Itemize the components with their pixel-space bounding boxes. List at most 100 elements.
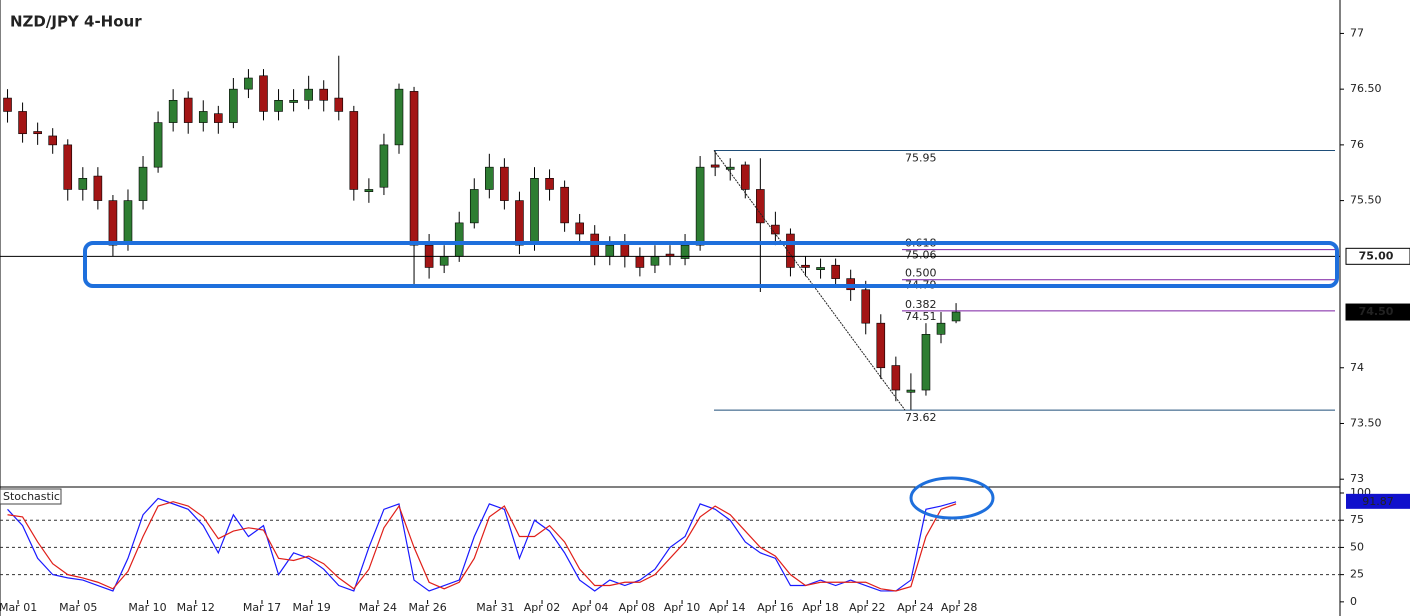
candle-body bbox=[63, 144, 73, 190]
candle-body bbox=[153, 122, 163, 168]
x-tick-label: Mar 24 bbox=[359, 601, 397, 614]
candle-body bbox=[469, 189, 479, 224]
candle-body bbox=[304, 88, 313, 101]
indicator-label: Stochastic bbox=[3, 490, 60, 503]
candle-body bbox=[500, 166, 509, 201]
indicator-label-box bbox=[0, 488, 62, 505]
y-tick-label: 76 bbox=[1350, 138, 1364, 151]
x-tick-label: Mar 19 bbox=[293, 601, 331, 614]
x-tick-label: Apr 16 bbox=[757, 601, 794, 614]
x-tick-label: Apr 24 bbox=[897, 601, 934, 614]
candle-body bbox=[590, 233, 600, 257]
price-marker-box bbox=[1345, 247, 1410, 265]
candle-body bbox=[244, 77, 253, 90]
candle-body bbox=[605, 244, 615, 257]
candle-body bbox=[379, 144, 389, 188]
y-tick-label: 73.50 bbox=[1350, 416, 1382, 429]
candle-body bbox=[454, 222, 464, 257]
candle-body bbox=[771, 224, 780, 235]
x-tick-label: Apr 18 bbox=[802, 601, 839, 614]
x-tick-label: Apr 08 bbox=[619, 601, 656, 614]
candle-body bbox=[18, 111, 27, 135]
candle-body bbox=[168, 99, 178, 123]
price-marker-box bbox=[1345, 303, 1410, 321]
last-value-label: 91.87 bbox=[1362, 495, 1394, 508]
candle-body bbox=[123, 200, 133, 244]
candle-body bbox=[680, 244, 690, 259]
candle-body bbox=[78, 178, 88, 190]
y-tick-label: 73 bbox=[1350, 472, 1364, 485]
x-tick-label: Apr 02 bbox=[524, 601, 561, 614]
candle-body bbox=[364, 189, 374, 192]
candle-body bbox=[936, 322, 946, 335]
chart-title: NZD/JPY 4-Hour bbox=[10, 13, 142, 31]
y-tick-label: 74 bbox=[1350, 361, 1364, 374]
candle-body bbox=[214, 113, 223, 123]
x-tick-label: Apr 14 bbox=[709, 601, 746, 614]
y-tick-label: 77 bbox=[1350, 26, 1364, 39]
candle-body bbox=[259, 75, 268, 112]
candle-body bbox=[725, 166, 735, 170]
x-tick-label: Mar 01 bbox=[0, 601, 37, 614]
candle-body bbox=[409, 91, 419, 246]
candle-body bbox=[575, 222, 584, 235]
fib-trend-line bbox=[713, 150, 906, 411]
fib-ratio-label: 0.382 bbox=[905, 298, 937, 311]
x-tick-label: Apr 04 bbox=[572, 601, 609, 614]
candle-body bbox=[274, 99, 283, 112]
x-tick-label: Mar 31 bbox=[476, 601, 514, 614]
candle-body bbox=[650, 256, 660, 266]
y-tick-label: 25 bbox=[1350, 568, 1364, 581]
candle-body bbox=[560, 186, 569, 224]
candle-body bbox=[229, 88, 238, 123]
fib-high-label: 75.95 bbox=[905, 151, 937, 164]
candle-body bbox=[138, 166, 148, 201]
candle-body bbox=[334, 97, 344, 112]
candle-body bbox=[921, 334, 931, 391]
overbought-circle bbox=[909, 476, 995, 520]
candle-body bbox=[545, 178, 554, 190]
candle-body bbox=[289, 99, 298, 103]
x-tick-label: Mar 26 bbox=[408, 601, 446, 614]
candle-body bbox=[801, 264, 810, 268]
candle-body bbox=[48, 135, 57, 146]
support-zone-box bbox=[83, 241, 1339, 288]
y-tick-label: 0 bbox=[1350, 595, 1357, 608]
x-tick-label: Apr 28 bbox=[941, 601, 978, 614]
candle-body bbox=[530, 178, 539, 244]
price-marker-label: 74.50 bbox=[1359, 305, 1394, 318]
candle-body bbox=[3, 97, 12, 112]
x-tick-label: Apr 22 bbox=[849, 601, 886, 614]
candle-body bbox=[710, 164, 720, 168]
last-value-box bbox=[1346, 493, 1410, 509]
x-tick-label: Apr 10 bbox=[664, 601, 701, 614]
candle-body bbox=[93, 175, 103, 201]
stochastic-line bbox=[7, 497, 957, 592]
x-tick-label: Mar 17 bbox=[243, 601, 281, 614]
candle-body bbox=[831, 264, 840, 279]
candle-body bbox=[695, 166, 705, 246]
stochastic-line bbox=[7, 501, 957, 592]
price-marker-label: 75.00 bbox=[1359, 249, 1394, 262]
candle-body bbox=[394, 88, 404, 146]
y-tick-label: 75 bbox=[1350, 513, 1364, 526]
candle-body bbox=[756, 189, 765, 224]
candle-body bbox=[951, 311, 961, 322]
candle-body bbox=[183, 97, 193, 123]
candle-body bbox=[635, 256, 645, 268]
fib-ratio-label: 0.500 bbox=[905, 267, 937, 280]
candle-body bbox=[319, 88, 329, 101]
y-tick-label: 50 bbox=[1350, 540, 1364, 553]
candle-body bbox=[891, 365, 901, 391]
candle-body bbox=[515, 200, 524, 246]
candle-body bbox=[786, 233, 795, 268]
x-tick-label: Mar 05 bbox=[59, 601, 97, 614]
fib-value-label: 74.51 bbox=[905, 310, 937, 323]
y-tick-label: 76.50 bbox=[1350, 82, 1382, 95]
candle-body bbox=[349, 111, 359, 190]
candle-body bbox=[108, 200, 118, 246]
candle-body bbox=[876, 322, 886, 369]
